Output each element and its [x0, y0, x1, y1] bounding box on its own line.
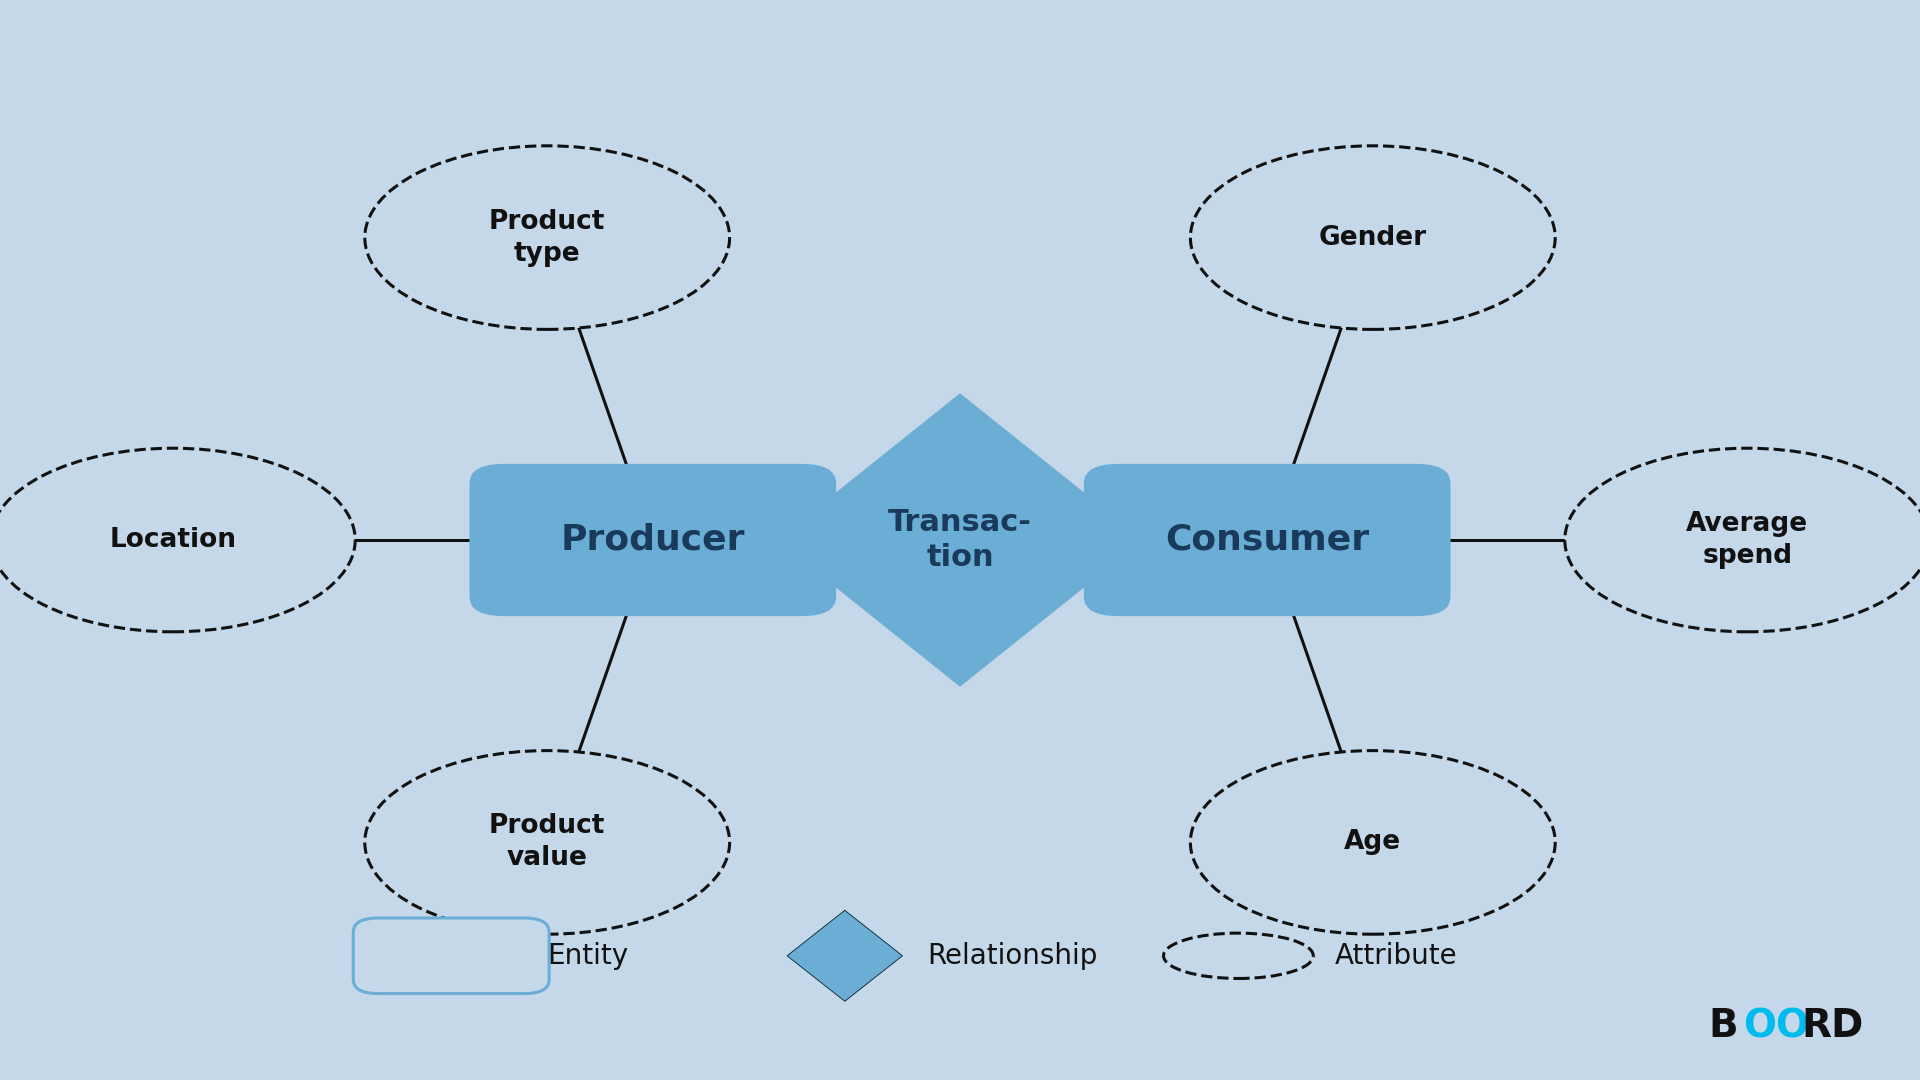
Text: Relationship: Relationship: [927, 942, 1098, 970]
Text: OO: OO: [1743, 1007, 1809, 1045]
Text: Location: Location: [109, 527, 236, 553]
Ellipse shape: [365, 751, 730, 934]
FancyBboxPatch shape: [353, 918, 549, 994]
Text: Average
spend: Average spend: [1686, 511, 1809, 569]
Polygon shape: [778, 394, 1142, 686]
Text: Product
type: Product type: [490, 208, 605, 267]
Ellipse shape: [365, 146, 730, 329]
Text: Entity: Entity: [547, 942, 628, 970]
Text: Gender: Gender: [1319, 225, 1427, 251]
FancyBboxPatch shape: [470, 464, 837, 616]
Text: B: B: [1709, 1007, 1738, 1045]
Ellipse shape: [1190, 146, 1555, 329]
Text: Consumer: Consumer: [1165, 523, 1369, 557]
Polygon shape: [787, 910, 902, 1001]
Text: Product
value: Product value: [490, 813, 605, 872]
Ellipse shape: [1565, 448, 1920, 632]
FancyBboxPatch shape: [1083, 464, 1452, 616]
Ellipse shape: [1190, 751, 1555, 934]
Text: RD: RD: [1801, 1007, 1862, 1045]
Text: Age: Age: [1344, 829, 1402, 855]
Ellipse shape: [1164, 933, 1313, 978]
Text: Attribute: Attribute: [1334, 942, 1457, 970]
Text: Transac-
tion: Transac- tion: [889, 508, 1031, 572]
Text: Producer: Producer: [561, 523, 745, 557]
Ellipse shape: [0, 448, 355, 632]
